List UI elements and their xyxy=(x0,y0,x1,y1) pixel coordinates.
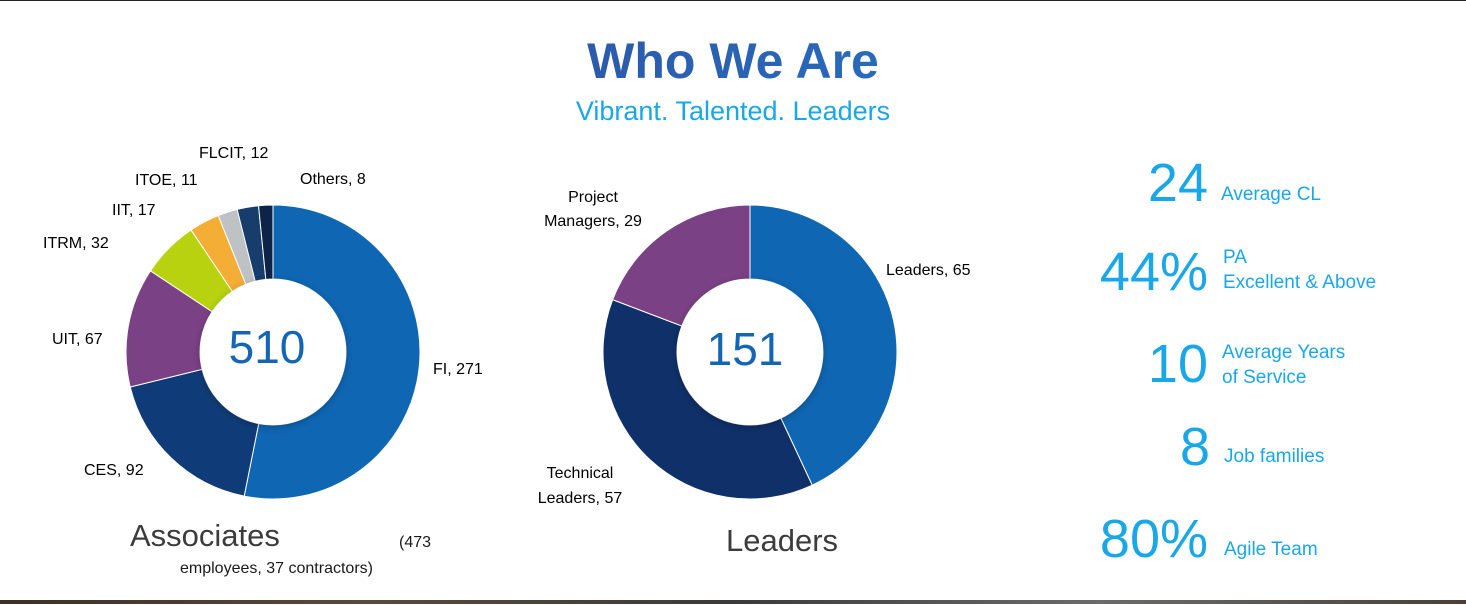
page-subtitle: Vibrant. Talented. Leaders xyxy=(575,96,891,126)
associates-caption: Associates xyxy=(130,518,280,553)
stat-pa-value: 44% xyxy=(1099,242,1208,302)
stat-agile-team-value: 80% xyxy=(1099,509,1208,569)
stat-years-service-label: Average Years of Service xyxy=(1222,342,1346,388)
slice-label-itrm: ITRM, 32 xyxy=(43,235,109,252)
associates-note-line2: employees, 37 contractors) xyxy=(180,560,373,577)
leaders-donut-hole xyxy=(677,279,823,425)
slice-label-iit: IIT, 17 xyxy=(112,202,156,219)
associates-total: 510 xyxy=(229,321,306,373)
associates-donut-hole xyxy=(200,279,346,425)
slice-label-itoe: ITOE, 11 xyxy=(135,172,198,189)
associates-note-line1: (473 xyxy=(399,534,432,551)
slice-label-fi: FI, 271 xyxy=(433,361,483,378)
slice-label-flcit: FLCIT, 12 xyxy=(199,145,268,162)
slice-label-technical-leaders-1: Technical xyxy=(547,465,614,482)
leaders-slice-technical-leaders xyxy=(602,299,813,500)
leaders-donut xyxy=(602,204,898,500)
slice-label-uit: UIT, 67 xyxy=(52,331,103,348)
associates-slice-fi xyxy=(243,204,421,500)
slice-label-project-managers-1: Project xyxy=(568,189,618,206)
page-title: Who We Are xyxy=(0,31,1466,91)
leaders-caption: Leaders xyxy=(726,523,839,558)
slice-label-project-managers-2: Managers, 29 xyxy=(544,213,642,230)
slice-label-leaders: Leaders, 65 xyxy=(886,262,971,279)
stat-average-cl-label: Average CL xyxy=(1221,184,1321,205)
stat-job-families-label: Job families xyxy=(1224,446,1325,467)
stat-agile-team-label: Agile Team xyxy=(1224,539,1318,560)
slice-label-technical-leaders-2: Leaders, 57 xyxy=(538,490,623,507)
leaders-total: 151 xyxy=(707,323,784,375)
bottom-photo-strip xyxy=(0,600,1466,604)
stat-pa-label: PA Excellent & Above xyxy=(1223,247,1377,293)
slice-label-ces: CES, 92 xyxy=(84,462,144,479)
stat-years-service-value: 10 xyxy=(1147,334,1208,394)
associates-donut xyxy=(125,204,421,500)
stat-average-cl-value: 24 xyxy=(1147,153,1208,213)
stat-job-families-value: 8 xyxy=(1179,417,1210,477)
slice-label-others: Others, 8 xyxy=(300,171,366,188)
